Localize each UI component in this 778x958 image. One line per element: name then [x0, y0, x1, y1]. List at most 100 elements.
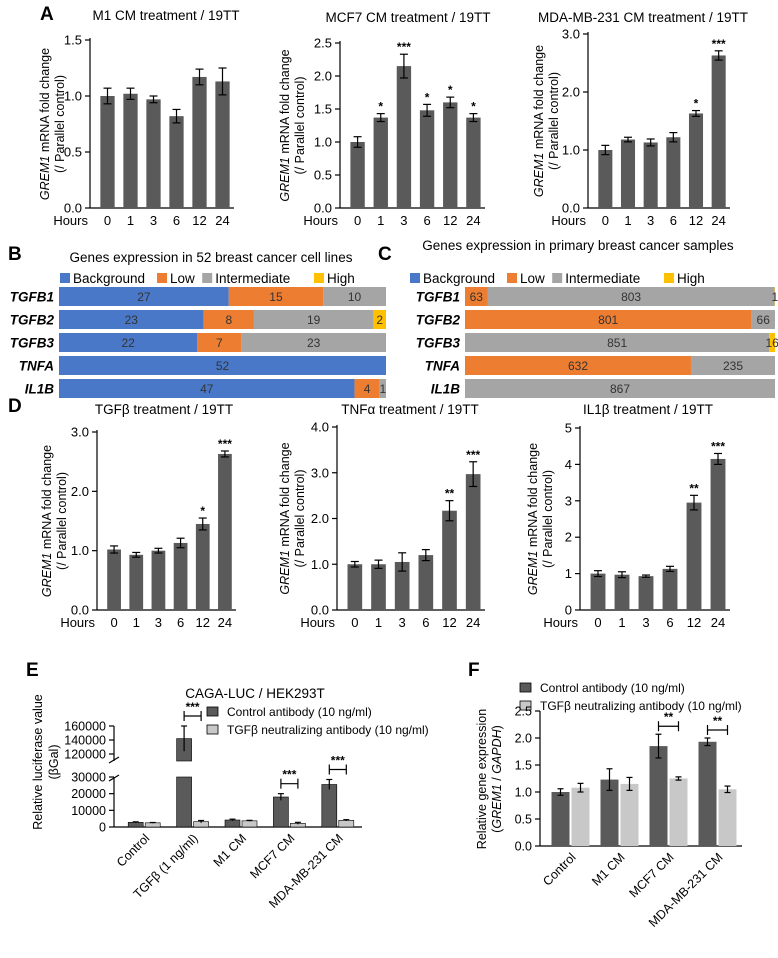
y-tick-label: 2.5 [314, 36, 332, 51]
x-tick-label: 3 [642, 615, 649, 630]
y-tick-label: 0.5 [314, 168, 332, 183]
legend-swatch [60, 273, 70, 283]
x-tick-label: 0 [104, 213, 111, 228]
legend-swatch [519, 700, 532, 711]
bar [224, 819, 241, 828]
stacked-segment [203, 310, 254, 329]
legend-swatch [206, 724, 219, 735]
legend-label: Low [170, 271, 195, 286]
y-axis-label: GREM1 mRNA fold change [532, 45, 546, 197]
y-tick-label: 1.0 [64, 89, 82, 104]
y-tick-label: 2.0 [515, 732, 532, 746]
chart-e: CAGA-LUC / HEK293T Control antibody (10 n… [31, 686, 429, 911]
y-tick-label: 0.5 [64, 145, 82, 160]
bar [129, 554, 144, 610]
chart-a2: MCF7 CM treatment / 19TT 0.0 0.5 1.0 1.5 2.0 2… [278, 10, 491, 228]
legend-label: TGFβ neutralizing antibody (10 ng/ml) [540, 699, 742, 713]
x-tick-label: 3 [647, 213, 654, 228]
bar [551, 792, 570, 846]
significance-mark: *** [282, 768, 296, 782]
x-axis-label: Hours [303, 213, 338, 228]
panel-letter-c: C [378, 244, 392, 265]
y-tick-label: 4.0 [311, 420, 329, 435]
y-tick-label: 0 [99, 821, 106, 835]
bar [710, 458, 726, 610]
bar [107, 549, 121, 610]
chart-title: IL1β treatment / 19TT [583, 402, 713, 417]
x-tick-label: 3 [150, 213, 157, 228]
segment-label: 52 [216, 359, 230, 373]
x-tick-label: 1 [133, 615, 140, 630]
y-axis-label-line2: (/ Parallel control) [547, 72, 561, 170]
significance-mark: ** [445, 487, 455, 501]
y-tick-label: 0.0 [515, 840, 532, 854]
x-tick-label: 6 [177, 615, 184, 630]
x-axis-label: Hours [551, 213, 586, 228]
stacked-segment [59, 287, 229, 306]
bar [321, 784, 338, 828]
x-tick-label: Control [114, 831, 152, 869]
significance-mark: * [471, 100, 476, 114]
y-tick-label: 3.0 [71, 425, 89, 440]
x-tick-label: 6 [173, 213, 180, 228]
y-tick-label: 1.0 [311, 557, 329, 572]
bar [442, 510, 457, 610]
chart-title: TGFβ treatment / 19TT [95, 402, 233, 417]
legend-swatch [552, 273, 563, 283]
bar [338, 820, 355, 828]
segment-label: 1 [771, 290, 778, 304]
legend-label: Low [520, 271, 545, 286]
chart-a3: MDA-MB-231 CM treatment / 19TT 0.0 1.0 2.0 3… [532, 10, 748, 228]
significance-mark: * [425, 90, 430, 104]
chart-title: Genes expression in 52 breast cancer cel… [70, 250, 353, 265]
legend-label: TGFβ neutralizing antibody (10 ng/ml) [227, 723, 429, 737]
bar [638, 576, 654, 610]
stacked-segment [465, 287, 488, 306]
bar [123, 93, 138, 208]
y-tick-label: 1.0 [562, 143, 580, 158]
chart-title: MCF7 CM treatment / 19TT [325, 10, 490, 25]
x-tick-label: 12 [442, 615, 456, 630]
y-tick-label: 5 [565, 421, 572, 436]
segment-label: 23 [307, 336, 321, 350]
y-axis-label: GREM1 mRNA fold change [38, 48, 52, 200]
y-tick-label: 140000 [64, 734, 106, 748]
bar [347, 564, 363, 610]
x-axis-label: Hours [300, 615, 335, 630]
bar [571, 787, 590, 846]
stacked-segment [59, 333, 198, 352]
segment-label: 851 [607, 336, 627, 350]
row-label: TGFB2 [10, 313, 55, 328]
chart-a1: M1 CM treatment / 19TT 0.0 0.5 1.0 1.5 0 1 3 6 12… [38, 8, 240, 228]
y-tick-label: 20000 [71, 787, 106, 801]
y-tick-label: 3.0 [311, 465, 329, 480]
row-label: TGFB3 [416, 336, 461, 351]
stacked-segment [323, 287, 386, 306]
segment-label: 235 [723, 359, 743, 373]
stacked-segment [253, 310, 374, 329]
x-tick-label: M1 CM [211, 831, 249, 869]
y-tick-label: 1.0 [515, 786, 532, 800]
y-axis-label: GREM1 mRNA fold change [278, 442, 292, 594]
segment-label: 632 [568, 359, 588, 373]
y-axis-label: GREM1 mRNA fold change [526, 443, 540, 595]
y-tick-label: 2.0 [562, 85, 580, 100]
axis-break [108, 774, 120, 782]
y-tick-label: 2.0 [311, 511, 329, 526]
y-axis-label-line2: (/ Parallel control) [293, 77, 307, 175]
bar [273, 796, 289, 828]
segment-label: 801 [598, 313, 618, 327]
stacked-segment [465, 310, 752, 329]
y-axis-label-line2: (/ Parallel control) [55, 472, 69, 570]
stacked-segment [379, 379, 386, 398]
row-label: IL1B [25, 382, 55, 397]
row-label: TNFA [425, 359, 460, 374]
significance-mark: ** [664, 710, 674, 724]
bar [373, 117, 388, 208]
y-tick-label: 0.5 [515, 813, 532, 827]
bar [394, 561, 410, 610]
legend-label: Control antibody (10 ng/ml) [540, 681, 685, 695]
x-tick-label: 0 [351, 615, 358, 630]
